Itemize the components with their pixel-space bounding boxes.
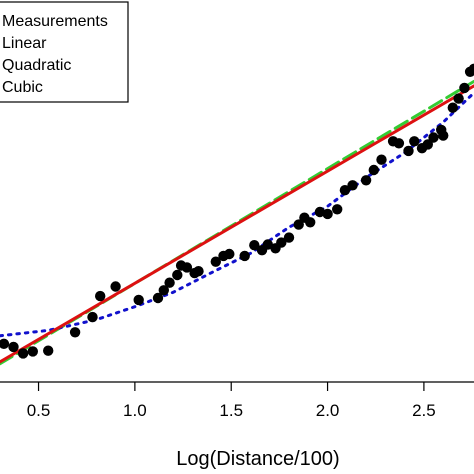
data-point: [339, 185, 351, 196]
data-point: [368, 164, 379, 176]
data-point: [164, 277, 175, 288]
data-point: [17, 348, 29, 359]
data-point: [293, 219, 304, 230]
data-point: [152, 292, 164, 304]
data-point: [428, 132, 439, 143]
x-axis-title: Log(Distance/100): [176, 448, 339, 470]
data-point: [110, 281, 121, 292]
data-point: [43, 345, 54, 356]
data-point: [447, 102, 458, 113]
measurement-points: [0, 63, 474, 359]
legend-box: [0, 1, 129, 103]
data-point: [347, 180, 358, 191]
data-point: [468, 63, 474, 74]
data-point: [409, 136, 420, 147]
data-point: [403, 145, 414, 157]
data-point: [193, 266, 204, 277]
data-point: [181, 262, 193, 273]
data-point: [283, 232, 295, 243]
data-point: [224, 248, 235, 260]
data-point: [172, 269, 183, 281]
data-point: [210, 256, 221, 267]
data-point: [87, 311, 98, 323]
legend-item-linear: Linear: [2, 35, 47, 52]
series-line-linear: [0, 84, 474, 364]
x-tick-label: 1.0: [123, 401, 147, 420]
data-point: [262, 239, 273, 250]
data-point: [249, 240, 260, 251]
x-tick-label: 0.5: [27, 401, 51, 420]
x-tick-label: 1.5: [219, 401, 243, 420]
data-point: [360, 175, 372, 186]
data-point: [0, 338, 10, 349]
data-point: [305, 217, 316, 228]
data-point: [422, 139, 433, 150]
data-point: [376, 154, 387, 165]
data-point: [459, 82, 470, 94]
data-point: [322, 208, 333, 220]
legend: Measurements Linear Quadratic Cubic: [0, 1, 129, 103]
data-point: [276, 237, 287, 248]
data-point: [438, 130, 449, 141]
data-point: [453, 93, 464, 104]
data-point: [69, 327, 81, 338]
legend-item-cubic: Cubic: [2, 79, 43, 96]
x-tick-label: 2.5: [412, 401, 436, 420]
data-point: [27, 346, 38, 357]
data-point: [158, 285, 169, 296]
data-point: [239, 250, 250, 262]
x-tick-label: 2.0: [316, 401, 340, 420]
data-point: [332, 204, 343, 215]
data-point: [133, 294, 144, 306]
legend-item-quadratic: Quadratic: [2, 57, 71, 74]
data-point: [8, 341, 19, 353]
data-point: [393, 138, 405, 149]
data-point: [95, 290, 106, 302]
x-axis-ticks: 0.5 1.0 1.5 2.0 2.5: [27, 382, 436, 420]
legend-item-measurements: Measurements: [2, 13, 108, 30]
